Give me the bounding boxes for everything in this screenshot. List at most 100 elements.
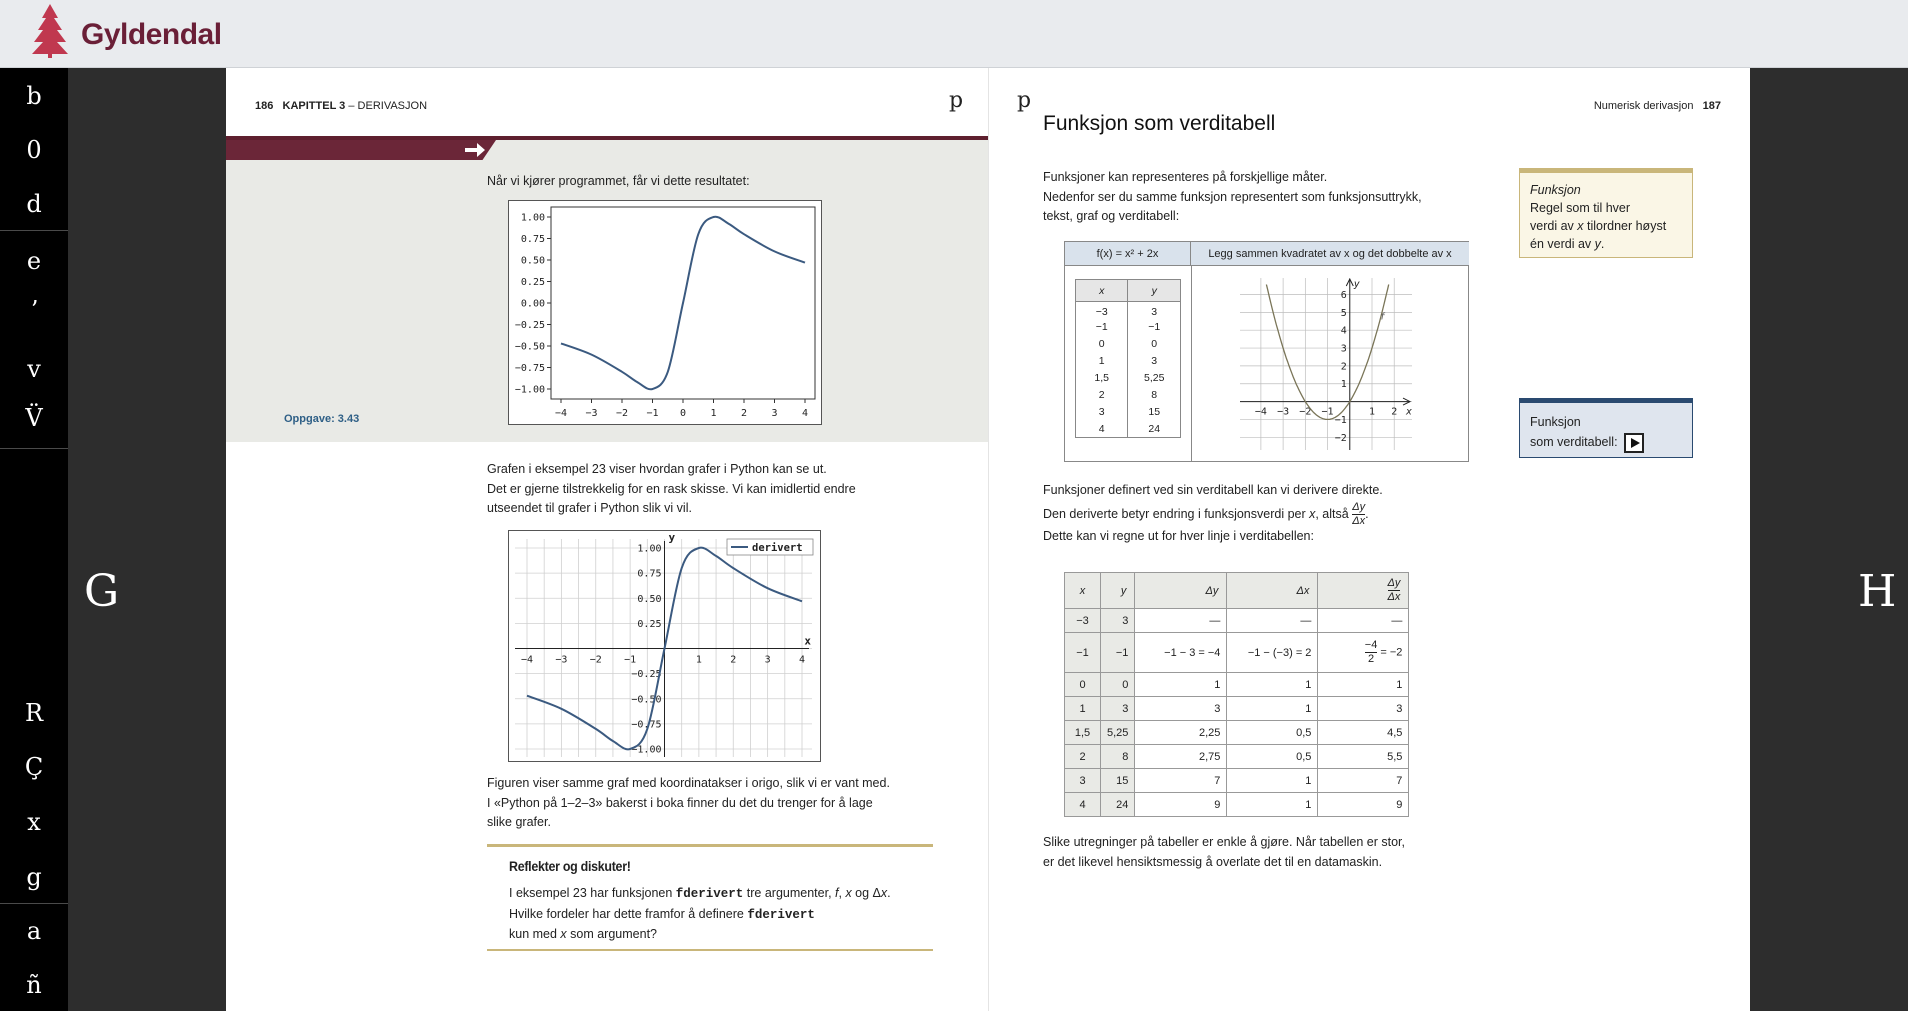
legend-label: derivert: [752, 542, 803, 554]
paragraph-line: tekst, graf og verditabell:: [1043, 209, 1180, 223]
gyldendal-logo[interactable]: [28, 4, 228, 62]
prev-page-button[interactable]: G: [84, 566, 120, 617]
y-cell: 24: [1148, 422, 1161, 435]
sidebar-item-4[interactable]: e: [26, 247, 42, 275]
x-cell: 0: [1075, 335, 1129, 353]
reflect-line-3: kun med x som argument?: [509, 925, 929, 945]
x-tick-label: 3: [765, 655, 771, 666]
text: som argument?: [566, 927, 657, 941]
paragraph-1-line: utseendet til grafer i Python slik vi vi…: [487, 501, 692, 515]
var-f: f: [835, 886, 839, 900]
sidebar-item-8[interactable]: R: [24, 699, 44, 727]
y-tick-label: −1.00: [515, 385, 545, 396]
text: .: [1600, 237, 1605, 251]
x-tick-label: 0: [680, 408, 686, 419]
table-row: 4 24: [1075, 420, 1181, 438]
text: og Δ: [851, 886, 881, 900]
reflect-title: Reflekter og diskuter!: [509, 859, 631, 874]
text: Den deriverte betyr endring i funksjonsv…: [1043, 506, 1310, 521]
x-axis-label: x: [804, 635, 811, 648]
fraction: Δy Δx: [1352, 501, 1366, 528]
dy-cell: 2,25: [1134, 720, 1228, 745]
text: Hvilke fordeler har dette framfor å defi…: [509, 906, 748, 921]
sidebar-item-2[interactable]: 0: [26, 136, 42, 164]
y-tick-label: 1.00: [521, 213, 545, 224]
var-x: x: [560, 927, 567, 941]
var-x: x: [880, 886, 888, 900]
code: fderivert: [675, 887, 744, 901]
x-tick-label: −1: [624, 655, 636, 666]
x-tick-label: −3: [585, 408, 597, 419]
dydx-cell: 7: [1317, 768, 1410, 793]
dx-cell: 0,5: [1226, 744, 1319, 769]
y-axis-label: y: [669, 531, 676, 544]
x-cell: −3: [1075, 301, 1129, 319]
difference-table-header: x y Δy Δx Δy Δx: [1064, 572, 1410, 609]
y-cell: 8: [1151, 389, 1158, 401]
oppgave-link[interactable]: Oppgave: 3.43: [284, 413, 360, 425]
y-cell: 0: [1151, 338, 1158, 350]
paragraph-1: Funksjoner kan representeres på forskjel…: [1043, 168, 1422, 227]
x-axis-arrow: [1402, 397, 1412, 406]
sidebar-item-13[interactable]: ñ: [26, 971, 42, 999]
left-gutter: G: [68, 68, 226, 1011]
video-box-line: Funksjon: [1530, 415, 1581, 429]
x-cell: −1: [1064, 632, 1101, 673]
text: ,: [838, 886, 846, 900]
sidebar-item-12[interactable]: a: [26, 917, 42, 945]
left-page: 186 KAPITTEL 3 – DERIVASJON p Når vi kjø…: [226, 68, 988, 1011]
dy-cell: 1: [1134, 672, 1228, 697]
x-tick-label: 1: [1369, 407, 1375, 418]
sidebar-divider: [0, 903, 68, 904]
sidebar-item-11[interactable]: g: [26, 863, 42, 891]
table-row: 1,5 5,25 2,25 0,5 4,5: [1064, 720, 1410, 745]
series-line: [526, 546, 803, 751]
x-cell: 1: [1064, 696, 1101, 721]
sidebar-divider: [0, 230, 68, 231]
sidebar-item-6[interactable]: v: [27, 355, 41, 383]
sidebar-item-7[interactable]: V̈: [25, 404, 43, 432]
description-cell: Legg sammen kvadratet av x og det dobbel…: [1191, 242, 1469, 266]
y-tick-label: −0.50: [515, 342, 545, 353]
text: , altså: [1315, 506, 1353, 521]
chapter-label: KAPITTEL 3: [282, 100, 346, 112]
video-box-line: som verditabell:: [1530, 432, 1682, 453]
dx-cell: 1: [1226, 768, 1319, 793]
y-cell: 3: [1099, 608, 1136, 633]
x-tick-label: −1: [1322, 407, 1334, 418]
x-tick-label: −4: [555, 408, 567, 419]
y-cell: 3: [1099, 696, 1136, 721]
x-tick-label: −4: [521, 655, 533, 666]
y-tick-label: 0.75: [637, 569, 661, 580]
play-video-icon[interactable]: [1623, 432, 1644, 453]
numerator: Δy: [1387, 577, 1401, 591]
col-x: x: [1064, 572, 1101, 609]
sidebar-item-10[interactable]: x: [27, 808, 41, 836]
x-tick-label: 2: [1391, 407, 1397, 418]
arrow-right-icon: [465, 143, 485, 157]
x-tick-label: −2: [1299, 407, 1311, 418]
table-row: 3 15: [1075, 403, 1181, 421]
y-tick-label: 0.75: [521, 234, 545, 245]
text: .: [887, 886, 891, 900]
var-x: x: [1309, 506, 1316, 521]
paragraph-2-line: Figuren viser samme graf med koordinatak…: [487, 776, 890, 790]
sidebar-item-5[interactable]: ʼ: [30, 296, 38, 324]
table-divider: [1191, 266, 1192, 462]
numerator: −4: [1364, 639, 1378, 653]
sidebar-item-3[interactable]: d: [26, 190, 42, 218]
top-bar: Gyldendal: [0, 0, 1908, 68]
python-plot-2: x y −4 −3 −2 −1 1 2 3 4 1.00 0.75 0.50 0.25 −0.25 −0.50…: [508, 530, 821, 762]
paragraph-line: Funksjoner kan representeres på forskjel…: [1043, 170, 1328, 184]
legend-box: [726, 538, 814, 556]
chapter-dash: –: [348, 100, 355, 112]
y-tick-label: 1: [1341, 379, 1347, 390]
definition-line: verdi av x tilordner høyst: [1530, 217, 1682, 235]
x-tick-label: 1: [696, 655, 702, 666]
sidebar-item-1[interactable]: b: [26, 82, 42, 110]
next-page-button[interactable]: H: [1858, 566, 1897, 617]
text: verdi av: [1530, 219, 1578, 233]
y-cell: 3: [1151, 306, 1158, 319]
sidebar-item-9[interactable]: Ç: [24, 753, 44, 781]
